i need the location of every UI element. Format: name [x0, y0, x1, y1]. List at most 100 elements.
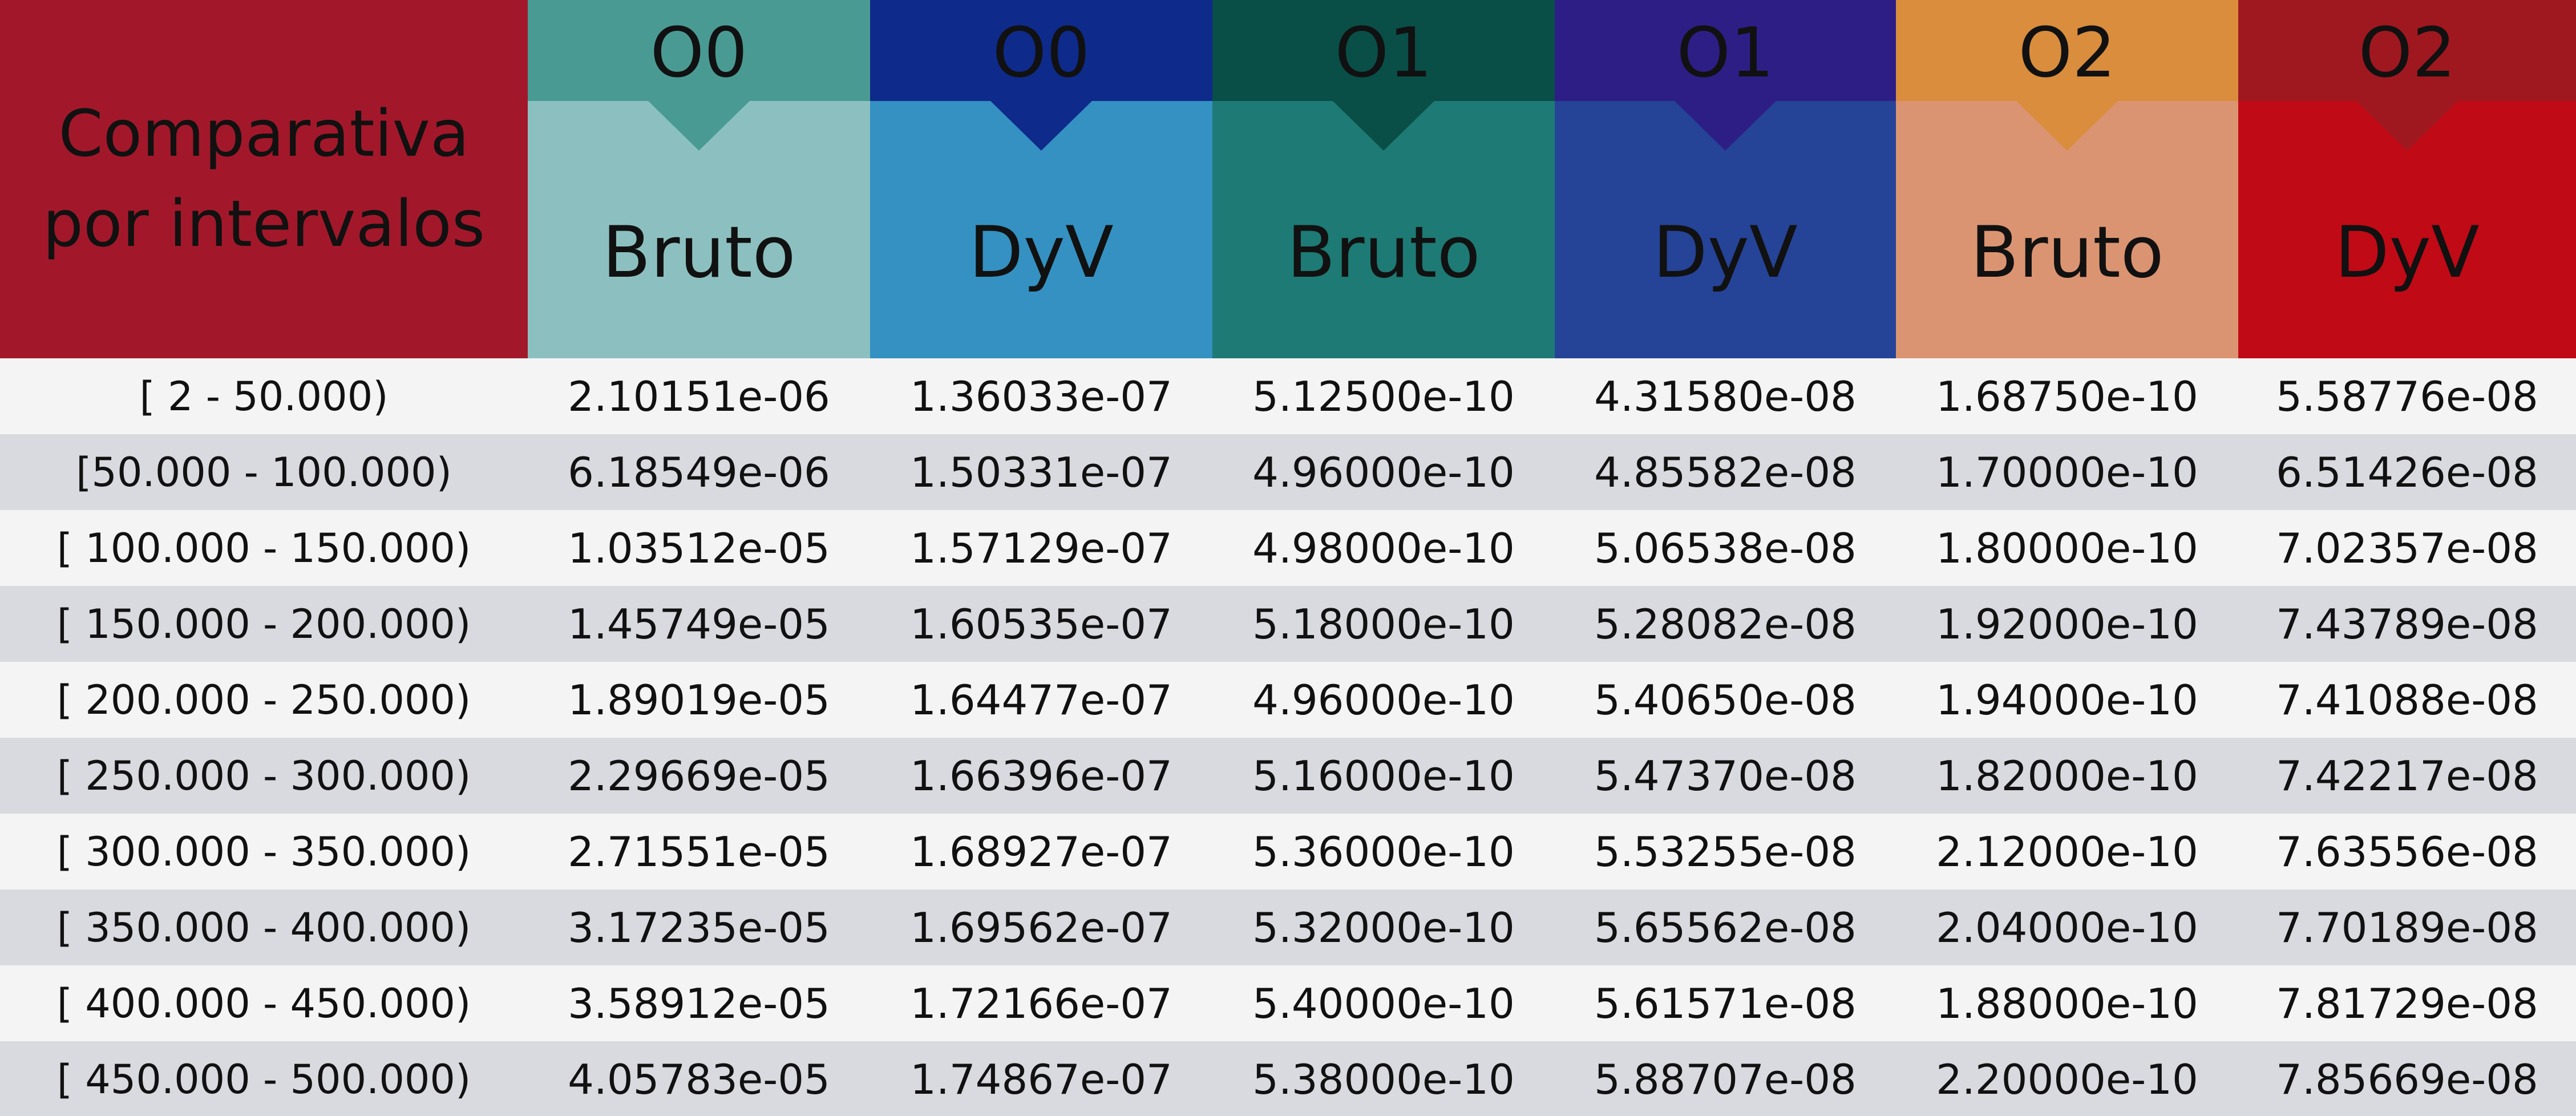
table-body: [ 2 - 50.000) 2.10151e-06 1.36033e-07 5.125… — [0, 358, 2576, 1116]
value-cell: 5.28082e-08 — [1594, 600, 1857, 648]
value-cell: 7.81729e-08 — [2276, 979, 2538, 1028]
column-group-label: O2 — [1896, 0, 2238, 101]
header-arrow-icon — [1332, 100, 1435, 151]
value-cell: 4.96000e-10 — [1252, 448, 1515, 496]
table-row: [ 150.000 - 200.000) 1.45749e-05 1.60535e-… — [0, 586, 2576, 662]
value-cell: 5.12500e-10 — [1252, 372, 1515, 420]
interval-label: [ 400.000 - 450.000) — [56, 980, 471, 1027]
table-row: [ 300.000 - 350.000) 2.71551e-05 1.68927e-… — [0, 814, 2576, 889]
value-cell: 1.89019e-05 — [568, 676, 830, 724]
value-cell: 2.10151e-06 — [568, 372, 830, 420]
value-cell: 5.16000e-10 — [1252, 751, 1515, 800]
value-cell: 5.47370e-08 — [1594, 751, 1857, 800]
value-cell: 5.61571e-08 — [1594, 979, 1857, 1028]
value-cell: 5.36000e-10 — [1252, 827, 1515, 876]
value-cell: 1.72166e-07 — [910, 979, 1172, 1028]
value-cell: 5.38000e-10 — [1252, 1055, 1515, 1103]
value-cell: 4.98000e-10 — [1252, 524, 1515, 572]
value-cell: 7.43789e-08 — [2276, 600, 2538, 648]
value-cell: 1.68927e-07 — [910, 827, 1172, 876]
column-group-label: O0 — [528, 0, 870, 101]
value-cell: 1.80000e-10 — [1936, 524, 2198, 572]
value-cell: 1.36033e-07 — [910, 372, 1172, 420]
column-header-2: Bruto O1 — [1212, 0, 1555, 358]
header-arrow-icon — [2016, 100, 2118, 151]
interval-label: [ 2 - 50.000) — [139, 373, 389, 420]
value-cell: 2.29669e-05 — [568, 751, 830, 800]
value-cell: 7.41088e-08 — [2276, 676, 2538, 724]
interval-label: [ 250.000 - 300.000) — [56, 752, 471, 799]
value-cell: 1.94000e-10 — [1936, 676, 2198, 724]
value-cell: 1.88000e-10 — [1936, 979, 2198, 1028]
interval-label: [50.000 - 100.000) — [76, 448, 452, 496]
value-cell: 7.85669e-08 — [2276, 1055, 2538, 1103]
value-cell: 2.20000e-10 — [1936, 1055, 2198, 1103]
value-cell: 1.57129e-07 — [910, 524, 1172, 572]
value-cell: 4.85582e-08 — [1594, 448, 1857, 496]
column-header-1: DyV O0 — [870, 0, 1212, 358]
header-arrow-icon — [990, 100, 1093, 151]
value-cell: 5.58776e-08 — [2276, 372, 2538, 420]
value-cell: 1.60535e-07 — [910, 600, 1172, 648]
column-header-5: DyV O2 — [2238, 0, 2576, 358]
value-cell: 1.50331e-07 — [910, 448, 1172, 496]
table-row: [ 350.000 - 400.000) 3.17235e-05 1.69562e-… — [0, 889, 2576, 965]
value-cell: 4.05783e-05 — [568, 1055, 830, 1103]
interval-label: [ 200.000 - 250.000) — [56, 676, 471, 723]
interval-label: [ 350.000 - 400.000) — [56, 904, 471, 951]
value-cell: 5.32000e-10 — [1252, 903, 1515, 952]
value-cell: 6.51426e-08 — [2276, 448, 2538, 496]
interval-label: [ 150.000 - 200.000) — [56, 600, 471, 648]
value-cell: 5.88707e-08 — [1594, 1055, 1857, 1103]
header-arrow-icon — [1674, 100, 1777, 151]
column-header-4: Bruto O2 — [1896, 0, 2238, 358]
table-row: [ 100.000 - 150.000) 1.03512e-05 1.57129e-… — [0, 510, 2576, 586]
value-cell: 5.65562e-08 — [1594, 903, 1857, 952]
table-title: Comparativa por intervalos — [42, 97, 486, 261]
column-header-3: DyV O1 — [1555, 0, 1896, 358]
value-cell: 1.45749e-05 — [568, 600, 830, 648]
value-cell: 2.71551e-05 — [568, 827, 830, 876]
column-group-label: O2 — [2238, 0, 2576, 101]
value-cell: 7.02357e-08 — [2276, 524, 2538, 572]
value-cell: 5.40650e-08 — [1594, 676, 1857, 724]
corner-cell: Comparativa por intervalos — [0, 0, 528, 358]
value-cell: 2.12000e-10 — [1936, 827, 2198, 876]
column-group-label: O1 — [1212, 0, 1555, 101]
table-row: [ 200.000 - 250.000) 1.89019e-05 1.64477e-… — [0, 662, 2576, 738]
value-cell: 7.63556e-08 — [2276, 827, 2538, 876]
value-cell: 5.18000e-10 — [1252, 600, 1515, 648]
value-cell: 1.82000e-10 — [1936, 751, 2198, 800]
header-arrow-icon — [2356, 100, 2458, 151]
table-row: [ 400.000 - 450.000) 3.58912e-05 1.72166e-… — [0, 965, 2576, 1041]
value-cell: 2.04000e-10 — [1936, 903, 2198, 952]
interval-label: [ 450.000 - 500.000) — [56, 1056, 471, 1103]
value-cell: 5.53255e-08 — [1594, 827, 1857, 876]
value-cell: 1.68750e-10 — [1936, 372, 2198, 420]
column-header-0: Bruto O0 — [528, 0, 870, 358]
value-cell: 3.58912e-05 — [568, 979, 830, 1028]
value-cell: 6.18549e-06 — [568, 448, 830, 496]
value-cell: 4.31580e-08 — [1594, 372, 1857, 420]
table-row: [50.000 - 100.000) 6.18549e-06 1.50331e-07… — [0, 434, 2576, 510]
interval-label: [ 300.000 - 350.000) — [56, 828, 471, 875]
table-row: [ 2 - 50.000) 2.10151e-06 1.36033e-07 5.125… — [0, 358, 2576, 434]
value-cell: 1.69562e-07 — [910, 903, 1172, 952]
table-header: Comparativa por intervalos Bruto O0 DyV O0 B… — [0, 0, 2576, 358]
table-row: [ 250.000 - 300.000) 2.29669e-05 1.66396e-… — [0, 738, 2576, 814]
value-cell: 5.40000e-10 — [1252, 979, 1515, 1028]
value-cell: 5.06538e-08 — [1594, 524, 1857, 572]
value-cell: 3.17235e-05 — [568, 903, 830, 952]
value-cell: 1.92000e-10 — [1936, 600, 2198, 648]
column-group-label: O1 — [1555, 0, 1896, 101]
value-cell: 1.64477e-07 — [910, 676, 1172, 724]
value-cell: 1.74867e-07 — [910, 1055, 1172, 1103]
value-cell: 4.96000e-10 — [1252, 676, 1515, 724]
table-row: [ 450.000 - 500.000) 4.05783e-05 1.74867e-… — [0, 1041, 2576, 1116]
header-arrow-icon — [648, 100, 750, 151]
column-group-label: O0 — [870, 0, 1212, 101]
value-cell: 1.03512e-05 — [568, 524, 830, 572]
value-cell: 7.70189e-08 — [2276, 903, 2538, 952]
interval-label: [ 100.000 - 150.000) — [56, 524, 471, 572]
